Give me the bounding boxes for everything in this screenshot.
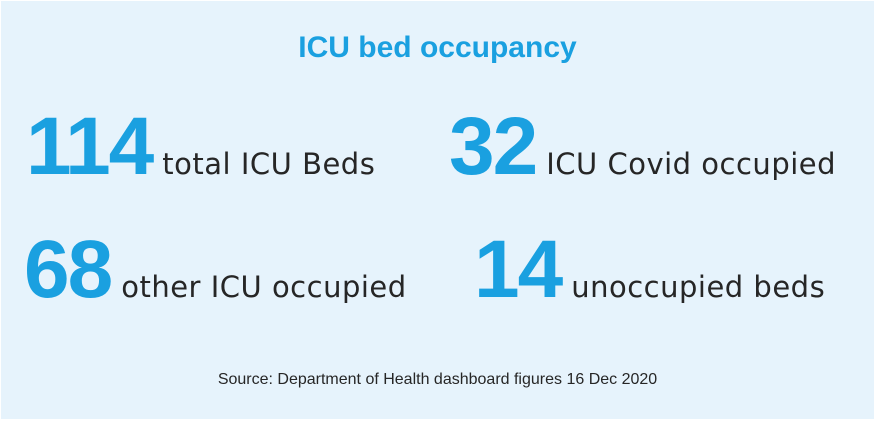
stat-label: unoccupied beds xyxy=(571,270,826,304)
stat-icu-covid-occupied: 32 ICU Covid occupied xyxy=(449,106,836,188)
stat-value: 32 xyxy=(449,101,538,192)
stat-other-icu-occupied: 68 other ICU occupied xyxy=(24,229,407,311)
stat-label: other ICU occupied xyxy=(121,270,407,304)
stat-value: 14 xyxy=(474,224,563,315)
stat-value: 114 xyxy=(26,101,154,192)
stat-label: ICU Covid occupied xyxy=(546,147,837,181)
stat-total-icu-beds: 114 total ICU Beds xyxy=(26,106,375,188)
stat-unoccupied-beds: 14 unoccupied beds xyxy=(474,229,825,311)
source-note: Source: Department of Health dashboard f… xyxy=(217,371,658,388)
stat-label: total ICU Beds xyxy=(162,147,376,181)
infographic-title: ICU bed occupancy xyxy=(298,31,577,64)
stat-value: 68 xyxy=(24,224,113,315)
